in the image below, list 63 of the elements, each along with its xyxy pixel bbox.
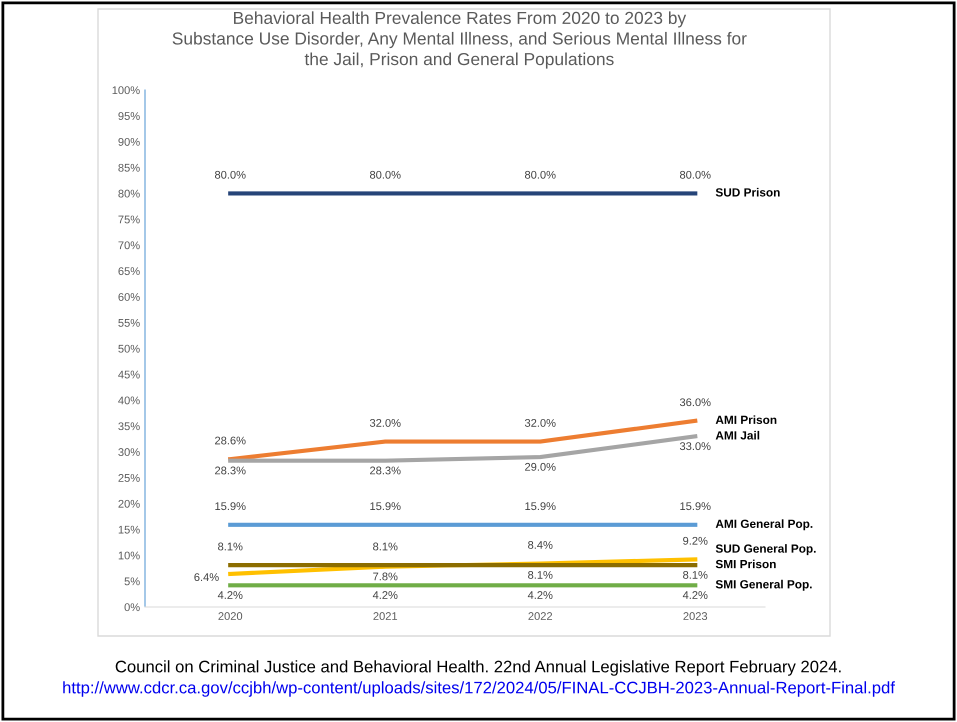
data-label: 80.0% [370, 170, 401, 179]
data-label: 6.4% [194, 573, 219, 582]
x-tick-label: 2022 [528, 612, 552, 620]
series-label: AMI Jail [716, 430, 760, 440]
data-label: 29.0% [525, 462, 556, 471]
y-tick-label: 95% [118, 112, 140, 120]
data-label: 8.1% [528, 570, 553, 579]
y-tick-label: 20% [118, 500, 140, 508]
data-label: 8.1% [373, 542, 398, 550]
series-label: SUD Prison [716, 188, 780, 197]
y-tick-label: 0% [124, 603, 140, 612]
x-tick-label: 2020 [218, 612, 242, 620]
data-label: 4.2% [218, 591, 243, 599]
data-label: 9.2% [683, 536, 708, 545]
y-tick-label: 80% [118, 190, 140, 198]
text: Council on Criminal Justice and Behavioral Health. 22nd Annual Legislative Report February 2024. [116, 660, 841, 676]
data-label: 15.9% [370, 502, 401, 510]
data-label: 7.8% [373, 572, 398, 580]
data-label: 8.1% [218, 542, 243, 550]
data-label: 8.1% [683, 570, 708, 579]
y-tick-label: 30% [118, 448, 140, 456]
data-label: 8.4% [528, 541, 553, 549]
y-tick-label: 50% [118, 344, 140, 353]
data-label: 4.2% [682, 591, 708, 599]
data-label: 80.0% [524, 170, 556, 179]
data-label: 32.0% [370, 418, 401, 427]
chart-title: Behavioral Health Prevalence Rates From 2020 to 2023 by Substance Use Disorder, Any Mental Illness, and Serious Mental Illness for the Jail, Prison and General Populations [172, 11, 747, 69]
series-label: AMI Prison [716, 415, 776, 424]
x-tick-label: 2023 [683, 612, 708, 620]
y-tick-label: 35% [118, 422, 140, 430]
series-label: AMI General Pop. [716, 519, 812, 530]
y-tick-label: 70% [118, 241, 140, 250]
data-label: 4.2% [372, 591, 398, 599]
data-label: 15.9% [525, 502, 556, 510]
data-label: 80.0% [680, 170, 711, 179]
data-label: 28.3% [215, 466, 246, 474]
y-tick-label: 75% [118, 216, 140, 224]
data-label: 4.2% [528, 591, 553, 599]
series-label: SUD General Pop. [716, 544, 816, 556]
y-tick-label: 90% [118, 138, 140, 146]
data-label: 32.0% [524, 418, 556, 427]
y-tick-label: 65% [118, 267, 140, 276]
y-tick-label: 45% [118, 370, 140, 378]
data-label: 15.9% [215, 502, 246, 510]
data-label: 28.3% [370, 466, 401, 474]
data-label: 33.0% [680, 442, 711, 450]
series-label: SMI Prison [716, 560, 776, 568]
y-tick-label: 55% [118, 318, 140, 327]
x-tick-label: 2021 [373, 612, 398, 620]
data-label: 36.0% [680, 398, 711, 406]
y-tick-label: 5% [124, 577, 140, 586]
y-tick-label: 15% [118, 526, 140, 534]
y-tick-label: 40% [118, 396, 140, 404]
y-tick-label: 85% [118, 164, 140, 172]
text: http://www.cdcr.ca.gov/ccjbh/wp-content/uploads/sites/172/2024/05/FINAL-CCJBH-2023-Annual-Report-Final.pdf [63, 681, 895, 697]
y-tick-label: 10% [118, 552, 140, 560]
data-label: 28.6% [215, 436, 246, 444]
y-tick-label: 25% [118, 474, 140, 482]
series-label: SMI General Pop. [716, 580, 812, 591]
data-label: 80.0% [214, 170, 246, 179]
y-tick-label: 60% [118, 293, 140, 301]
data-label: 15.9% [680, 502, 711, 510]
y-tick-label: 100% [112, 86, 140, 94]
